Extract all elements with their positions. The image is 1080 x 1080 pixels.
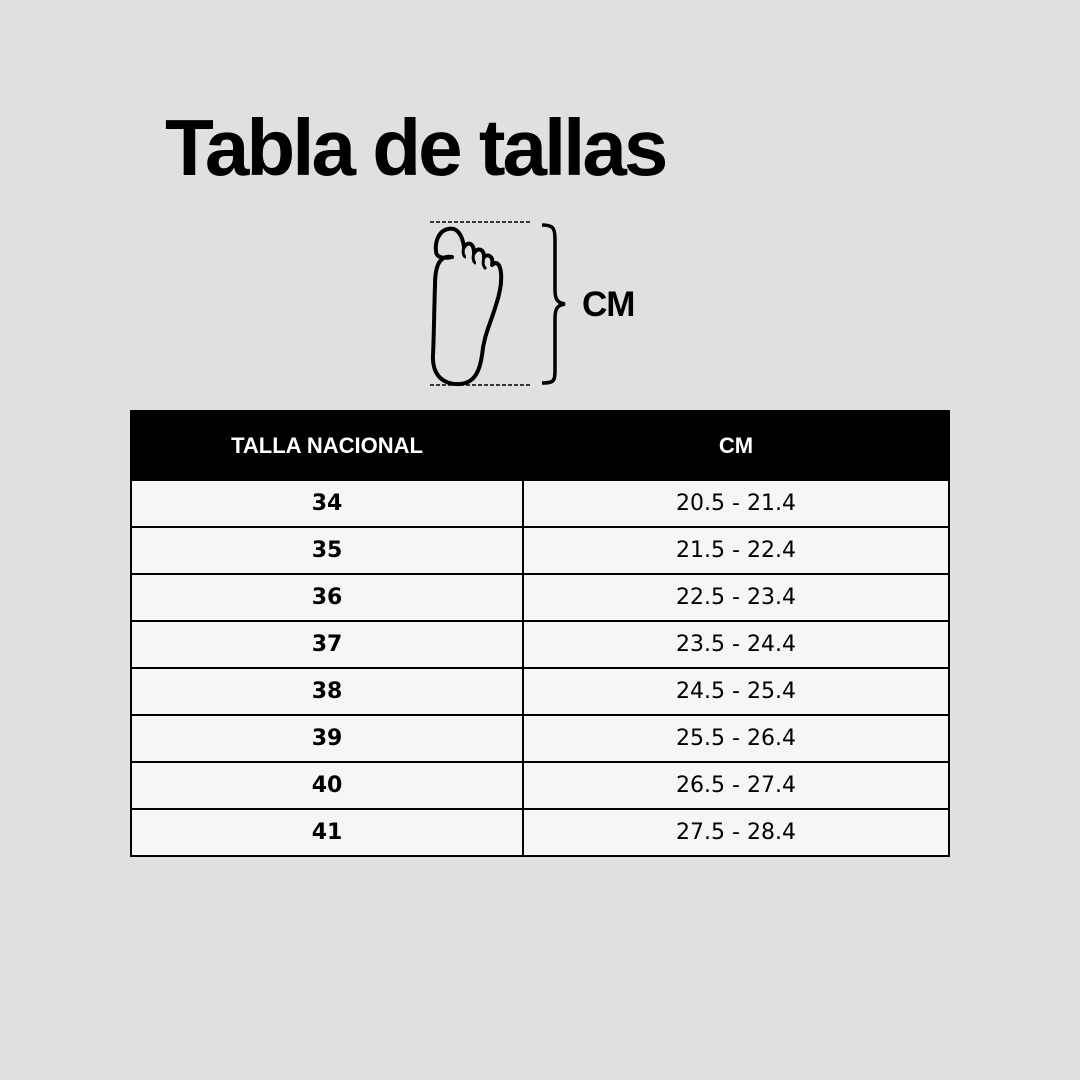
table-row: 38 24.5 - 25.4 xyxy=(130,667,950,716)
cm-cell: 21.5 - 22.4 xyxy=(522,526,950,575)
size-cell: 41 xyxy=(130,808,524,857)
foot-measure-icon xyxy=(430,221,566,387)
size-cell: 34 xyxy=(130,479,524,528)
page-title: Tabla de tallas xyxy=(165,103,668,192)
size-cell: 37 xyxy=(130,620,524,669)
size-cell: 39 xyxy=(130,714,524,763)
size-table: TALLA NACIONAL CM 34 20.5 - 21.4 35 21.5 - … xyxy=(130,410,950,857)
size-cell: 38 xyxy=(130,667,524,716)
cm-cell: 23.5 - 24.4 xyxy=(522,620,950,669)
table-row: 40 26.5 - 27.4 xyxy=(130,761,950,810)
cm-cell: 22.5 - 23.4 xyxy=(522,573,950,622)
table-row: 39 25.5 - 26.4 xyxy=(130,714,950,763)
header-cm: CM xyxy=(522,410,950,481)
measure-label: CM xyxy=(582,285,635,324)
table-row: 41 27.5 - 28.4 xyxy=(130,808,950,857)
table-row: 36 22.5 - 23.4 xyxy=(130,573,950,622)
header-size: TALLA NACIONAL xyxy=(130,410,524,481)
size-cell: 36 xyxy=(130,573,524,622)
table-row: 37 23.5 - 24.4 xyxy=(130,620,950,669)
cm-cell: 25.5 - 26.4 xyxy=(522,714,950,763)
cm-cell: 20.5 - 21.4 xyxy=(522,479,950,528)
cm-cell: 27.5 - 28.4 xyxy=(522,808,950,857)
table-header-row: TALLA NACIONAL CM xyxy=(130,410,950,481)
cm-cell: 24.5 - 25.4 xyxy=(522,667,950,716)
cm-cell: 26.5 - 27.4 xyxy=(522,761,950,810)
size-cell: 40 xyxy=(130,761,524,810)
table-row: 34 20.5 - 21.4 xyxy=(130,479,950,528)
table-row: 35 21.5 - 22.4 xyxy=(130,526,950,575)
size-cell: 35 xyxy=(130,526,524,575)
